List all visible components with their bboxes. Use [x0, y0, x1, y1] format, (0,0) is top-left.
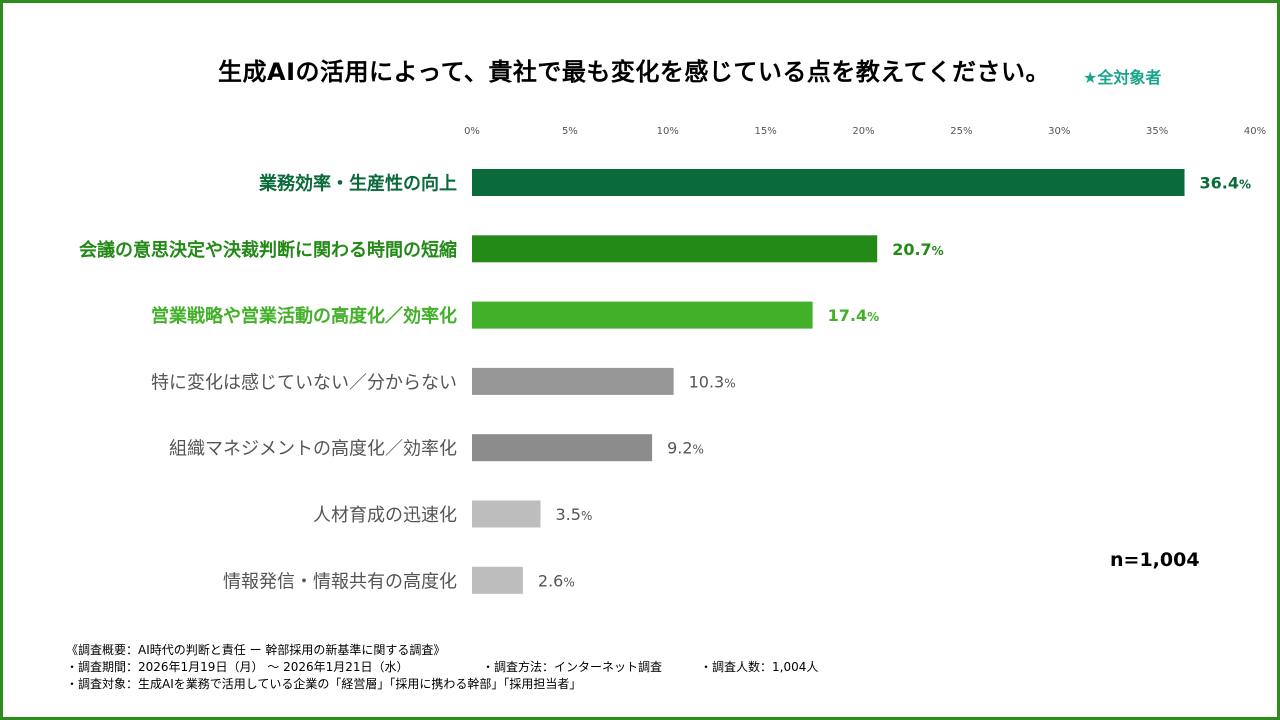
bar — [472, 566, 523, 594]
category-label: 特に変化は感じていない／分からない — [151, 372, 457, 393]
bar — [472, 367, 674, 395]
x-tick-label: 40% — [1244, 126, 1266, 137]
survey-details-row: ・調査期間：2026年1月19日（月） 〜 2026年1月21日（水） ・調査方法… — [66, 659, 818, 676]
target-note: ★全対象者 — [1083, 68, 1162, 87]
survey-count: ・調査人数：1,004人 — [700, 660, 819, 674]
category-label: 営業戦略や営業活動の高度化／効率化 — [151, 305, 457, 327]
bar — [472, 235, 878, 263]
x-tick-label: 25% — [950, 126, 972, 137]
sample-size-label: n=1,004 — [1110, 549, 1200, 571]
bar — [472, 301, 813, 329]
bar — [472, 169, 1185, 196]
survey-overview: 《調査概要：AI時代の判断と責任 ー 幹部採用の新基準に関する調査》 — [66, 643, 446, 657]
category-label: 情報発信・情報共有の高度化 — [223, 571, 457, 592]
value-label: 3.5% — [556, 505, 593, 524]
survey-period: ・調査期間：2026年1月19日（月） 〜 2026年1月21日（水） — [66, 660, 409, 674]
x-tick-label: 15% — [755, 126, 777, 137]
category-label: 業務効率・生産性の向上 — [258, 173, 457, 195]
x-tick-label: 35% — [1146, 126, 1168, 137]
survey-target: ・調査対象：生成AIを業務で活用している企業の「経営層」「採用に携わる幹部」「採… — [66, 677, 582, 691]
chart-title: 生成AIの活用によって、貴社で最も変化を感じている点を教えてください。 — [218, 58, 1050, 86]
x-tick-label: 10% — [657, 126, 679, 137]
category-label: 組織マネジメントの高度化／効率化 — [169, 439, 457, 460]
value-label: 9.2% — [667, 439, 704, 458]
x-tick-label: 0% — [464, 126, 480, 137]
x-tick-label: 20% — [852, 126, 874, 137]
value-label: 20.7% — [892, 240, 944, 259]
survey-method: ・調査方法：インターネット調査 — [482, 660, 663, 674]
value-label: 10.3% — [689, 372, 736, 391]
x-tick-label: 30% — [1048, 126, 1070, 137]
value-label: 2.6% — [538, 571, 575, 590]
category-label: 会議の意思決定や決裁判断に関わる時間の短縮 — [79, 239, 457, 261]
category-label: 人材育成の迅速化 — [313, 505, 457, 526]
bar — [472, 434, 653, 462]
value-label: 36.4% — [1200, 174, 1252, 193]
survey-notes: 《調査概要：AI時代の判断と責任 ー 幹部採用の新基準に関する調査》 ・調査期間… — [66, 642, 818, 693]
x-tick-label: 5% — [562, 126, 578, 137]
bar — [472, 500, 541, 528]
value-label: 17.4% — [828, 306, 880, 325]
